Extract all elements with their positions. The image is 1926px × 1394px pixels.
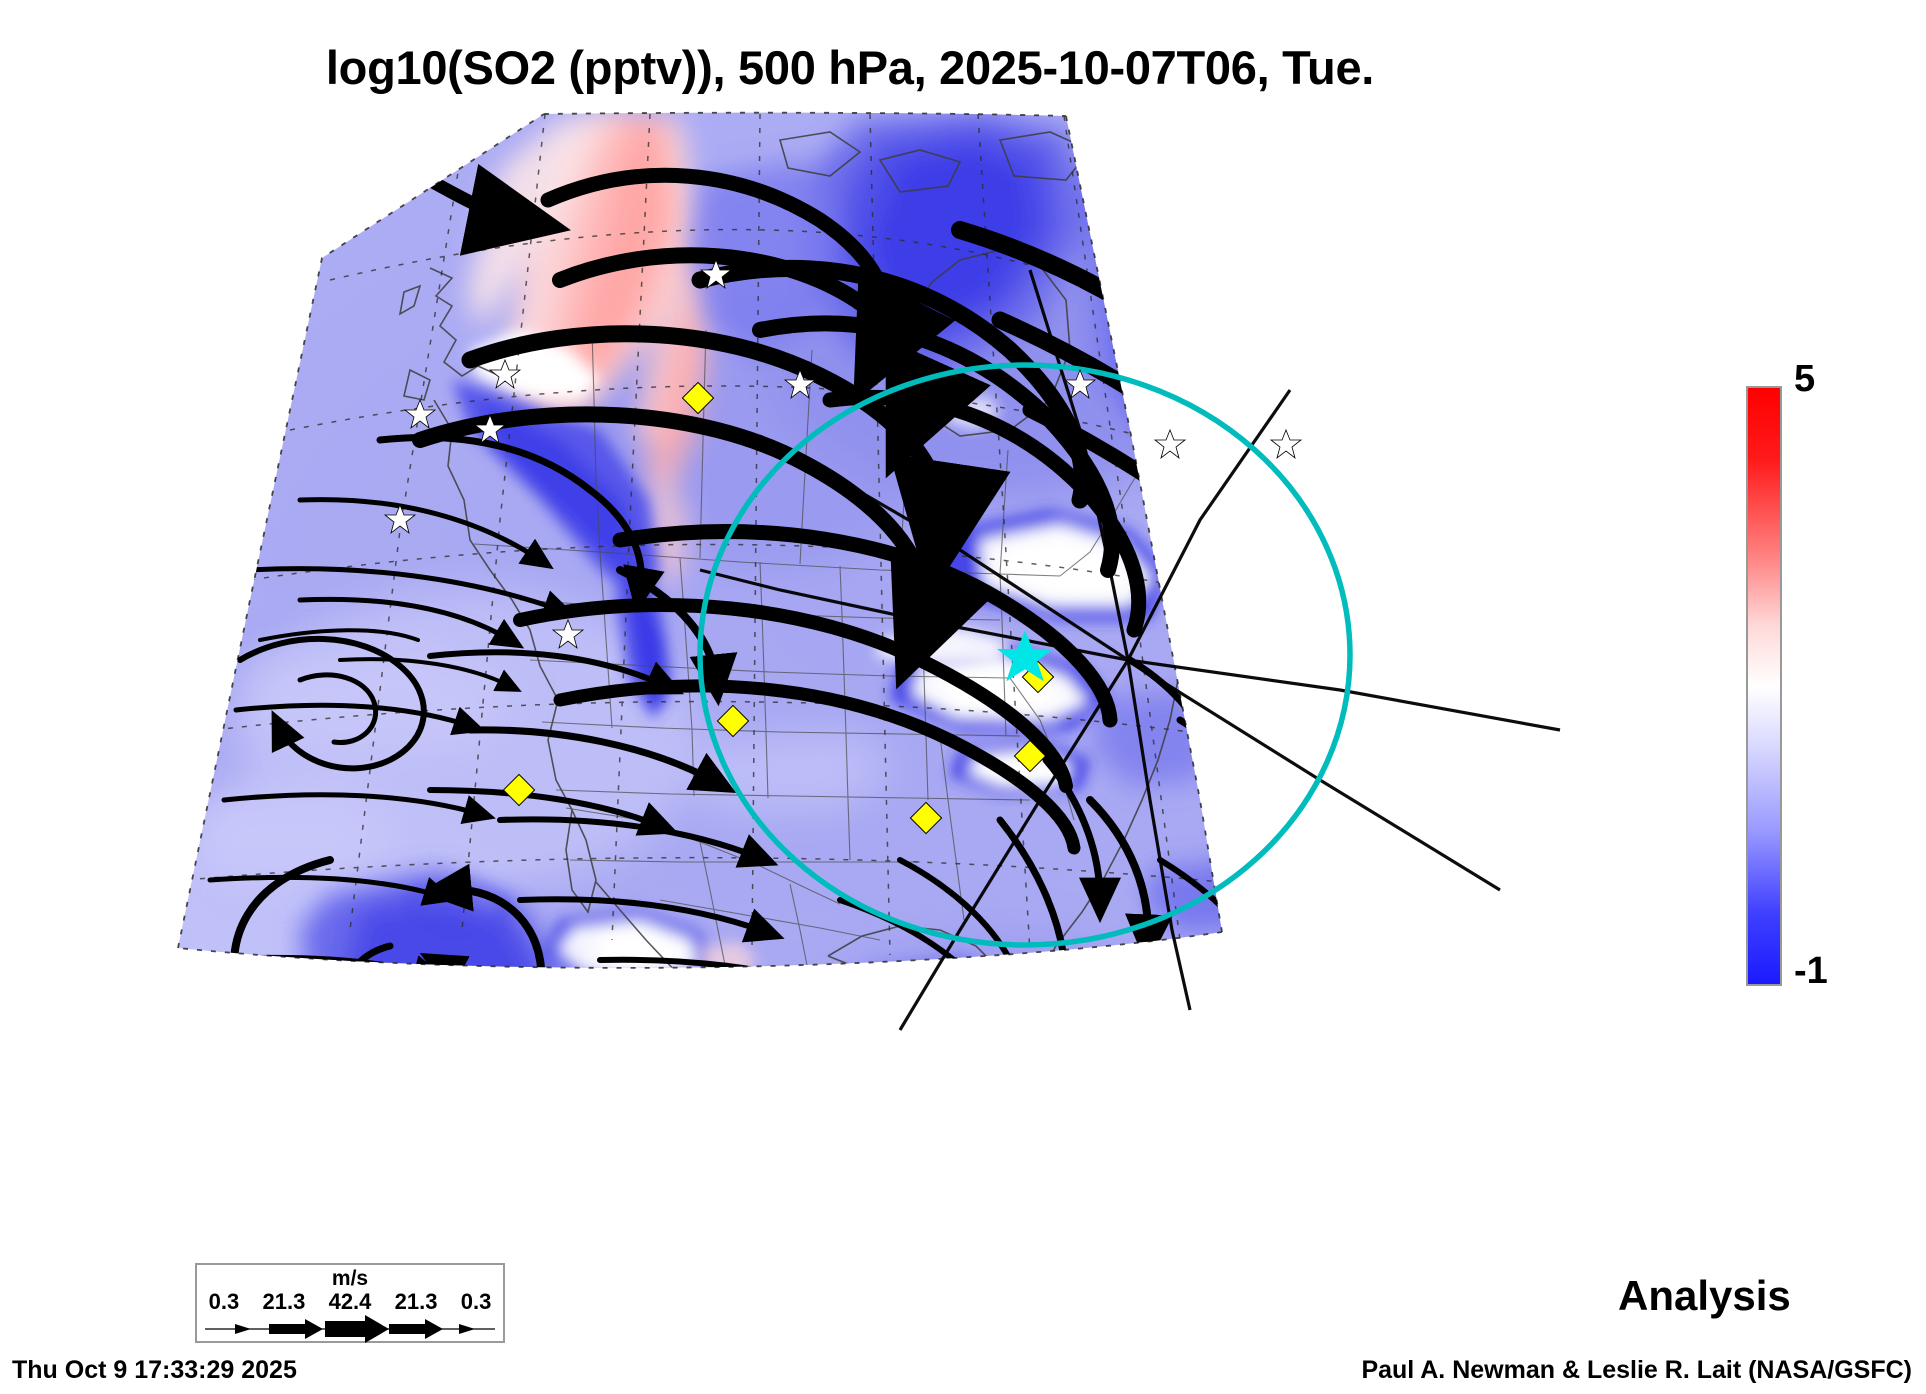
map-panel[interactable] [0, 100, 1700, 1260]
wind-units-label: m/s [331, 1267, 369, 1290]
wind-tick-label: 0.3 [208, 1289, 240, 1314]
station-marker[interactable] [502, 773, 536, 807]
wind-tick-label: 0.3 [460, 1289, 492, 1314]
station-marker[interactable] [716, 704, 750, 738]
station-marker[interactable] [909, 801, 943, 835]
flight-track-lines [699, 269, 1561, 1031]
colorbar-gradient [1746, 386, 1782, 986]
wind-tick-labels: 0.3 21.3 42.4 21.3 0.3 [197, 1289, 503, 1315]
station-markers [502, 381, 1055, 835]
center-star-marker[interactable] [997, 630, 1053, 682]
colorbar [1746, 386, 1782, 986]
wind-tick-label: 21.3 [262, 1289, 306, 1314]
wind-tick-label: 42.4 [328, 1289, 372, 1314]
page-title: log10(SO2 (pptv)), 500 hPa, 2025-10-07T0… [325, 41, 1375, 94]
range-ring [697, 362, 1353, 948]
site-star-markers [383, 258, 1303, 650]
station-marker[interactable] [681, 381, 715, 415]
wind-speed-legend: m/s 0.3 21.3 42.4 21.3 0.3 [195, 1263, 505, 1343]
author-credit: Paul A. Newman & Leslie R. Lait (NASA/GS… [1361, 1356, 1912, 1384]
colorbar-min-label: -1 [1794, 950, 1828, 992]
generation-timestamp: Thu Oct 9 17:33:29 2025 [12, 1356, 297, 1384]
wind-tick-label: 21.3 [394, 1289, 438, 1314]
analysis-label: Analysis [1618, 1272, 1791, 1319]
station-marker[interactable] [1013, 739, 1047, 773]
colorbar-max-label: 5 [1794, 358, 1816, 400]
wind-arrow-scale [205, 1315, 495, 1343]
map-frame [177, 111, 1223, 969]
